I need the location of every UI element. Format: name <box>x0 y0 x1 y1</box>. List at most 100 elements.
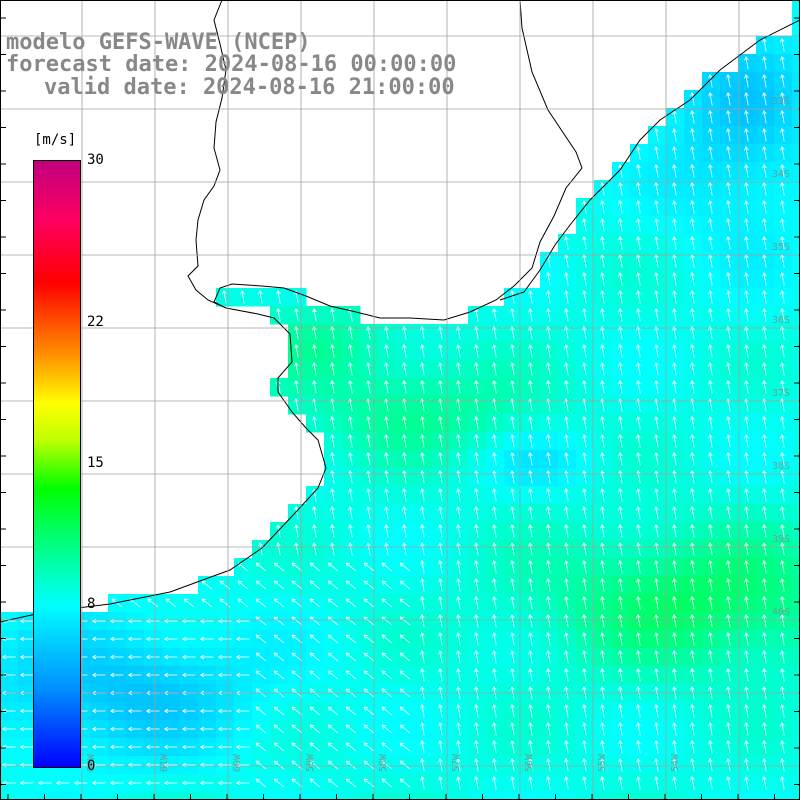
wind-arrow <box>546 596 551 610</box>
wind-arrow <box>399 778 411 788</box>
wind-arrow <box>366 452 371 466</box>
wind-cell <box>54 792 73 800</box>
wind-arrow <box>291 652 303 662</box>
wind-arrow <box>348 524 353 538</box>
wind-cell <box>792 54 800 73</box>
wind-arrow <box>744 290 749 304</box>
wind-arrow <box>366 524 371 538</box>
wind-arrow <box>564 578 569 592</box>
wind-arrow <box>636 650 641 664</box>
wind-arrow <box>654 164 659 178</box>
wind-arrow <box>762 182 767 196</box>
wind-cell <box>774 792 793 800</box>
wind-arrow <box>474 524 479 538</box>
wind-arrow <box>744 434 749 448</box>
wind-arrow <box>110 780 124 786</box>
wind-arrow <box>780 308 785 322</box>
wind-arrow <box>762 434 767 448</box>
wind-arrow <box>726 596 731 610</box>
coastline <box>0 0 800 623</box>
wind-cell <box>792 504 800 523</box>
wind-arrow <box>510 560 515 574</box>
wind-arrow <box>492 650 497 664</box>
wind-arrow <box>654 434 659 448</box>
wind-arrow <box>255 634 267 644</box>
wind-arrow <box>384 416 389 430</box>
longitude-label: 58W <box>378 753 389 772</box>
wind-cell <box>756 792 775 800</box>
wind-cell <box>612 792 631 800</box>
wind-arrow <box>546 722 551 736</box>
wind-arrow <box>110 744 124 750</box>
wind-arrow <box>564 434 569 448</box>
wind-arrow <box>384 542 389 556</box>
wind-arrow <box>492 542 497 556</box>
wind-arrow <box>528 758 533 772</box>
wind-arrow <box>384 434 389 448</box>
wind-arrow <box>564 380 569 394</box>
wind-arrow <box>726 578 731 592</box>
wind-cell <box>180 792 199 800</box>
wind-cell <box>792 108 800 127</box>
wind-arrow <box>690 650 695 664</box>
wind-arrow <box>183 598 195 608</box>
wind-arrow <box>654 236 659 250</box>
wind-arrow <box>456 776 461 790</box>
wind-arrow <box>291 742 303 752</box>
wind-arrow <box>546 524 551 538</box>
wind-arrow <box>492 488 497 502</box>
wind-arrow <box>600 200 605 214</box>
wind-arrow <box>327 598 339 608</box>
wind-arrow <box>492 776 497 790</box>
wind-cell <box>324 792 343 800</box>
wind-arrow <box>312 362 317 376</box>
wind-arrow <box>546 578 551 592</box>
wind-cell <box>486 792 505 800</box>
wind-arrow <box>780 740 785 754</box>
wind-arrow <box>654 362 659 376</box>
wind-arrow <box>528 524 533 538</box>
wind-arrow <box>384 362 389 376</box>
wind-arrow <box>690 578 695 592</box>
wind-arrow <box>690 308 695 322</box>
wind-arrow <box>708 650 713 664</box>
wind-arrow <box>618 560 623 574</box>
wind-arrow <box>546 650 551 664</box>
wind-arrow <box>708 218 713 232</box>
wind-arrow <box>546 362 551 376</box>
wind-arrow <box>20 708 34 714</box>
wind-arrow <box>546 542 551 556</box>
wind-arrow <box>690 758 695 772</box>
wind-arrow <box>399 598 411 608</box>
wind-arrow <box>474 740 479 754</box>
wind-arrow <box>291 634 303 644</box>
wind-arrow <box>381 634 393 644</box>
wind-arrow <box>708 164 713 178</box>
wind-arrow <box>276 524 281 538</box>
wind-arrow <box>564 596 569 610</box>
wind-arrow <box>255 778 267 788</box>
wind-arrow <box>20 654 34 660</box>
wind-arrow <box>744 218 749 232</box>
wind-arrow <box>182 726 196 732</box>
wind-arrow <box>276 542 281 556</box>
wind-arrow <box>309 706 321 716</box>
wind-arrow <box>456 434 461 448</box>
wind-arrow <box>309 598 321 608</box>
wind-arrow <box>510 380 515 394</box>
wind-cell <box>792 558 800 577</box>
wind-arrow <box>366 488 371 502</box>
wind-arrow <box>456 578 461 592</box>
wind-arrow <box>345 580 357 590</box>
wind-arrow <box>345 670 357 680</box>
wind-arrow <box>690 632 695 646</box>
wind-arrow <box>381 598 393 608</box>
wind-arrow <box>474 488 479 502</box>
wind-arrow <box>708 488 713 502</box>
wind-cell <box>594 792 613 800</box>
wind-arrow <box>528 614 533 628</box>
wind-arrow <box>564 650 569 664</box>
wind-arrow <box>546 704 551 718</box>
wind-arrow <box>345 652 357 662</box>
